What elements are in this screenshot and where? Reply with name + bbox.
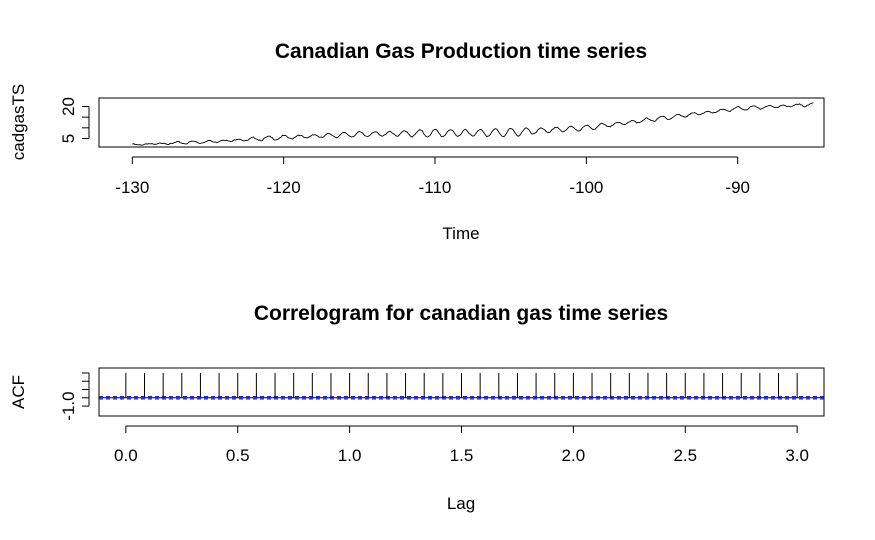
ts-plot-box <box>98 97 825 148</box>
acf-title: Correlogram for canadian gas time series <box>254 302 668 325</box>
acf-bars <box>125 372 798 398</box>
ts-x-axis: -130 -120 -110 -100 -90 <box>115 156 750 197</box>
acf-y-tick-label: -1.0 <box>59 391 78 420</box>
acf-x-tick-label: 2.0 <box>562 446 586 465</box>
ts-x-tick-label: -100 <box>569 178 603 197</box>
acf-x-tick-label: 2.5 <box>673 446 697 465</box>
acf-x-tick-label: 3.0 <box>785 446 809 465</box>
ts-x-tick-label: -130 <box>115 178 149 197</box>
acf-x-tick-label: 1.0 <box>338 446 362 465</box>
ts-x-tick-label: -90 <box>725 178 750 197</box>
ts-series-line <box>132 102 814 146</box>
ts-y-tick-label: 5 <box>59 134 78 143</box>
correlogram-panel: Correlogram for canadian gas time series… <box>9 302 825 513</box>
acf-plot-box <box>98 367 825 417</box>
ts-x-tick-label: -120 <box>267 178 301 197</box>
ts-y-axis: 5 20 <box>59 97 90 143</box>
acf-x-tick-label: 0.0 <box>114 446 138 465</box>
acf-y-axis: -1.0 <box>59 372 90 421</box>
time-series-panel: Canadian Gas Production time series -130… <box>9 40 825 243</box>
acf-x-axis: 0.0 0.5 1.0 1.5 2.0 2.5 3.0 <box>114 425 809 465</box>
ts-x-tick-label: -110 <box>419 178 452 197</box>
acf-y-axis-label: ACF <box>9 375 28 409</box>
ts-y-tick-label: 20 <box>59 97 78 116</box>
acf-reference-lines <box>99 396 824 400</box>
acf-x-tick-label: 1.5 <box>450 446 474 465</box>
ts-x-axis-label: Time <box>442 224 479 243</box>
acf-x-tick-label: 0.5 <box>226 446 250 465</box>
acf-x-axis-label: Lag <box>447 494 475 513</box>
ts-title: Canadian Gas Production time series <box>275 40 647 63</box>
ts-y-axis-label: cadgasTS <box>9 84 28 161</box>
